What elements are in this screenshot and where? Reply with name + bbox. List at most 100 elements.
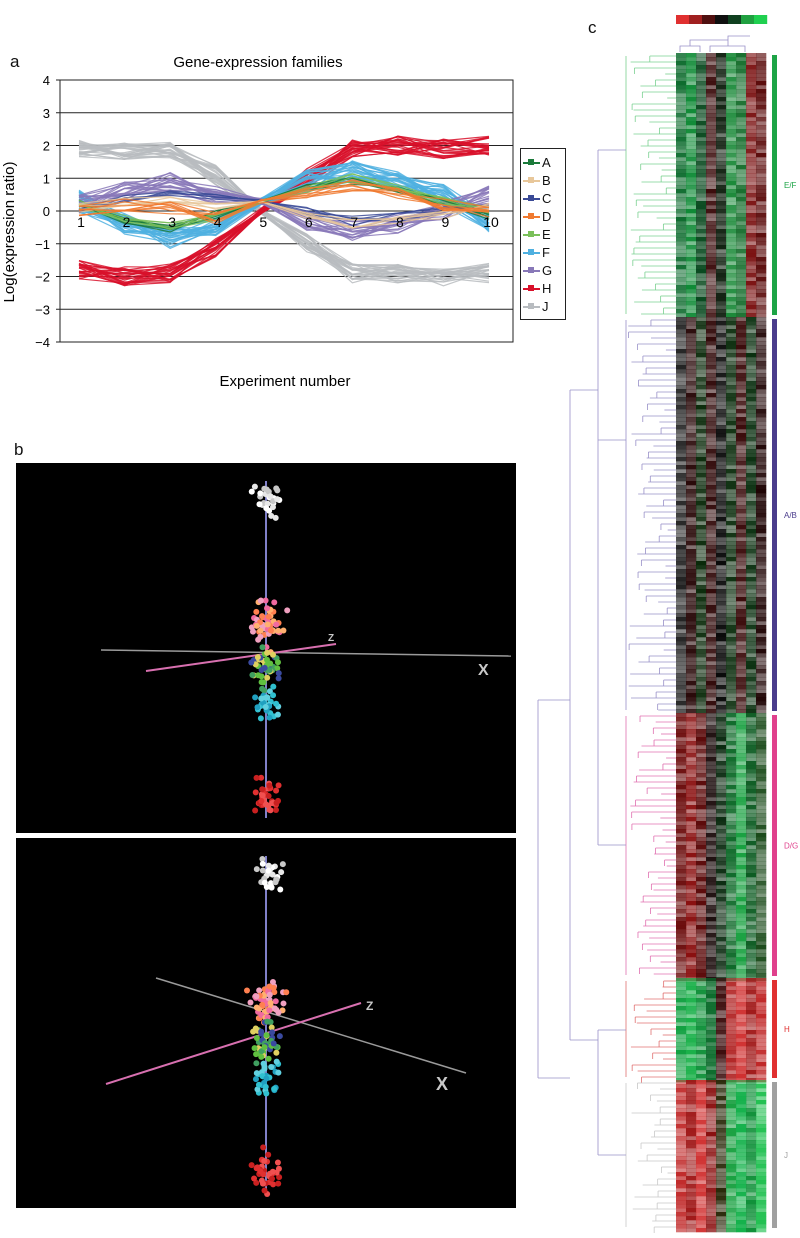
scatter-point [275, 670, 282, 677]
heatmap-cell [686, 1196, 697, 1201]
heatmap-cell [696, 133, 707, 138]
heatmap-cell [736, 157, 747, 162]
heatmap-cell [736, 381, 747, 386]
heatmap-cell [676, 265, 687, 270]
heatmap-cell [736, 137, 747, 142]
heatmap-cell [686, 433, 697, 438]
heatmap-cell [716, 1088, 727, 1093]
scatter-point [263, 486, 270, 493]
heatmap-cell [726, 821, 737, 826]
heatmap-cell [726, 601, 737, 606]
heatmap-cell [756, 129, 767, 134]
heatmap-cell [676, 865, 687, 870]
heatmap-cell [736, 1006, 747, 1011]
heatmap-cell [686, 813, 697, 818]
heatmap-cell [756, 725, 767, 730]
heatmap-cell [726, 657, 737, 662]
heatmap-cell [746, 865, 757, 870]
heatmap-cell [696, 121, 707, 126]
heatmap-cell [736, 978, 747, 983]
heatmap-cell [676, 149, 687, 154]
heatmap-cell [686, 337, 697, 342]
heatmap-cell [756, 321, 767, 326]
heatmap-cell [746, 821, 757, 826]
heatmap-cell [686, 205, 697, 210]
heatmap-cell [686, 837, 697, 842]
heatmap-cell [746, 1108, 757, 1113]
heatmap-cell [716, 193, 727, 198]
heatmap-cell [696, 697, 707, 702]
heatmap-cell [726, 177, 737, 182]
heatmap-cell [756, 681, 767, 686]
scatter-point [272, 998, 279, 1005]
heatmap-cell [746, 1104, 757, 1109]
heatmap-cell [686, 1100, 697, 1105]
heatmap-cell [756, 449, 767, 454]
heatmap-cell [746, 990, 757, 995]
heatmap-cell [706, 281, 717, 286]
heatmap-cell [676, 369, 687, 374]
heatmap-cell [706, 637, 717, 642]
heatmap-cell [726, 121, 737, 126]
heatmap-cell [706, 209, 717, 214]
heatmap-cell [746, 841, 757, 846]
point-cluster [252, 683, 282, 722]
heatmap-cell [736, 745, 747, 750]
heatmap-cell [706, 1124, 717, 1129]
heatmap-cell [696, 897, 707, 902]
heatmap-cell [756, 313, 767, 318]
heatmap-cell [686, 521, 697, 526]
heatmap-cell [686, 921, 697, 926]
heatmap-cell [686, 561, 697, 566]
scatter-point [254, 1086, 261, 1093]
heatmap-cell [686, 573, 697, 578]
heatmap-cell [746, 249, 757, 254]
heatmap-cell [746, 953, 757, 958]
heatmap-cell [736, 213, 747, 218]
heatmap-cell [686, 1180, 697, 1185]
heatmap-cell [736, 485, 747, 490]
heatmap-cell [746, 189, 757, 194]
axis-label: Z [366, 999, 373, 1013]
heatmap-cell [756, 925, 767, 930]
heatmap-cell [746, 505, 757, 510]
heatmap-cell [756, 649, 767, 654]
scatter-point [247, 999, 254, 1006]
heatmap-cell [716, 1132, 727, 1137]
heatmap-cell [716, 945, 727, 950]
heatmap-cell [736, 525, 747, 530]
heatmap-cell [716, 433, 727, 438]
heatmap-cell [706, 97, 717, 102]
heatmap-cell [716, 57, 727, 62]
heatmap-cell [706, 325, 717, 330]
scatter-point [275, 1009, 282, 1016]
heatmap-cell [696, 337, 707, 342]
heatmap-cell [726, 613, 737, 618]
heatmap-cell [696, 65, 707, 70]
heatmap-cell [736, 937, 747, 942]
heatmap-cell [716, 925, 727, 930]
heatmap-cell [696, 982, 707, 987]
heatmap-cell [746, 209, 757, 214]
heatmap-cell [676, 397, 687, 402]
heatmap-cell [716, 509, 727, 514]
heatmap-cell [736, 457, 747, 462]
heatmap-cell [706, 1112, 717, 1117]
heatmap-cell [756, 753, 767, 758]
heatmap-cell [686, 185, 697, 190]
heatmap-cell [756, 929, 767, 934]
heatmap-cell [686, 169, 697, 174]
heatmap-cell [736, 825, 747, 830]
heatmap-cell [716, 89, 727, 94]
heatmap-cell [676, 161, 687, 166]
heatmap-cell [696, 225, 707, 230]
heatmap-cell [706, 113, 717, 118]
heatmap-cell [676, 1034, 687, 1039]
heatmap-cell [696, 885, 707, 890]
heatmap-cell [686, 978, 697, 983]
heatmap-cell [686, 213, 697, 218]
heatmap-cell [686, 237, 697, 242]
heatmap-cell [686, 1112, 697, 1117]
heatmap-cell [676, 1156, 687, 1161]
heatmap-cell [736, 205, 747, 210]
